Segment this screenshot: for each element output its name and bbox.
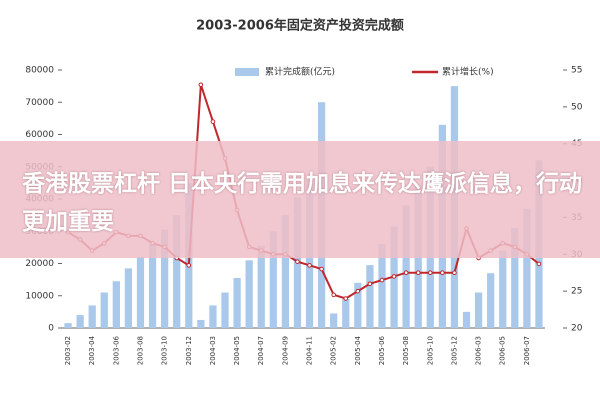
bar	[64, 323, 72, 328]
x-tick-label: 2005-04	[354, 335, 362, 365]
x-tick-label: 2003-04	[88, 335, 96, 365]
line-point	[452, 270, 457, 276]
bar	[100, 292, 108, 328]
legend-label: 累计完成额(亿元)	[265, 66, 335, 78]
bar	[499, 250, 507, 328]
bar	[487, 273, 495, 328]
bar	[173, 215, 181, 328]
x-tick-label: 2003-08	[136, 336, 144, 365]
bar	[474, 292, 483, 328]
y-tick-label: 0	[48, 324, 54, 334]
bar	[221, 292, 229, 328]
line-point	[319, 266, 324, 272]
line-point	[198, 82, 204, 88]
line-point	[186, 263, 192, 268]
line-point	[536, 261, 542, 267]
chart-title: 2003-2006年固定资产投资完成额	[196, 18, 404, 34]
x-tick-label: 2004-09	[281, 336, 289, 365]
line-point	[440, 270, 445, 276]
headline-banner: 香港股票杠杆 日本央行需用加息来传达鹰派信息，行动更加重要	[0, 141, 600, 258]
bar	[354, 282, 362, 328]
y-tick-label: 70000	[25, 98, 54, 108]
bar	[197, 319, 205, 328]
legend-label: 累计增长(%)	[442, 66, 494, 78]
x-tick-label: 2005-08	[402, 336, 410, 365]
bar	[366, 265, 374, 328]
x-tick-label: 2004-07	[257, 336, 265, 365]
x-tick-label: 2003-02	[64, 336, 72, 365]
x-tick-label: 2005-10	[426, 336, 434, 365]
bar	[511, 228, 519, 328]
x-tick-label: 2005-06	[378, 335, 386, 365]
bar	[148, 244, 157, 328]
bar	[330, 313, 338, 328]
line-point	[391, 274, 397, 279]
bar	[76, 315, 84, 328]
bar	[257, 245, 265, 328]
line-point	[379, 277, 385, 283]
x-tick-label: 2006-03	[475, 336, 483, 365]
bar	[462, 311, 471, 328]
x-tick-label: 2003-10	[161, 336, 169, 365]
bar	[269, 231, 277, 328]
legend-swatch	[235, 68, 259, 76]
y-tick-label: 10000	[25, 291, 54, 301]
y2-tick-label: 20	[571, 324, 583, 334]
line-point	[427, 270, 433, 276]
bar	[136, 257, 145, 328]
bar	[402, 205, 410, 328]
x-tick-label: 2004-11	[306, 336, 314, 365]
line-point	[210, 119, 216, 124]
bar	[161, 229, 169, 328]
bar	[378, 244, 386, 328]
x-tick-label: 2006-05	[499, 336, 507, 365]
line-point	[415, 270, 421, 276]
y-tick-label: 20000	[25, 259, 54, 269]
y2-tick-label: 55	[571, 66, 582, 76]
y-tick-label: 60000	[25, 130, 54, 140]
y-tick-label: 80000	[25, 66, 54, 76]
line-point	[343, 296, 349, 301]
bar	[112, 281, 120, 328]
x-tick-label: 2004-03	[209, 336, 217, 365]
x-tick-label: 2006-07	[523, 336, 531, 365]
x-tick-label: 2005-12	[450, 336, 458, 365]
bar	[245, 260, 253, 328]
y2-tick-label: 50	[571, 102, 583, 112]
bar	[88, 305, 96, 328]
x-tick-label: 2005-02	[330, 336, 338, 365]
x-tick-label: 2003-06	[112, 335, 120, 365]
bar	[124, 268, 133, 328]
line-point	[355, 288, 361, 294]
headline: 香港股票杠杆 日本央行需用加息来传达鹰派信息，行动更加重要	[22, 171, 583, 235]
line-point	[403, 270, 409, 276]
line-point	[367, 281, 373, 287]
x-tick-label: 2003-12	[185, 336, 193, 365]
line-point	[331, 292, 336, 298]
line-point	[307, 263, 312, 268]
y2-tick-label: 25	[571, 287, 582, 297]
x-tick-label: 2004-05	[233, 336, 241, 365]
bar	[281, 215, 290, 328]
bar	[209, 305, 217, 328]
bar	[523, 208, 531, 328]
bar	[342, 298, 350, 328]
bar	[233, 278, 241, 328]
line-point	[295, 259, 300, 264]
